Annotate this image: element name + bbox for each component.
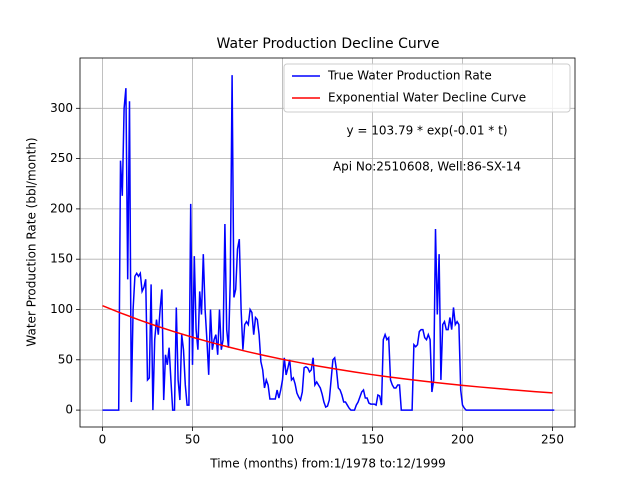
y-tick-label: 300 xyxy=(50,101,73,115)
y-tick-label: 200 xyxy=(50,201,73,215)
legend-label: Exponential Water Decline Curve xyxy=(328,91,526,105)
x-tick-label: 50 xyxy=(185,433,200,447)
x-tick-label: 150 xyxy=(361,433,384,447)
annotation: y = 103.79 * exp(-0.01 * t) xyxy=(346,124,507,138)
annotation: Api No:2510608, Well:86-SX-14 xyxy=(333,160,521,174)
y-tick-label: 150 xyxy=(50,252,73,266)
x-tick-label: 250 xyxy=(541,433,564,447)
y-tick-label: 50 xyxy=(58,352,73,366)
data-line xyxy=(102,304,553,394)
x-tick-label: 0 xyxy=(99,433,107,447)
y-axis-label: Water Production Rate (bbl/month) xyxy=(25,137,39,346)
x-tick-label: 200 xyxy=(451,433,474,447)
y-tick-label: 100 xyxy=(50,302,73,316)
y-tick-label: 250 xyxy=(50,151,73,165)
plot-frame xyxy=(79,57,576,428)
x-axis-label: Time (months) from:1/1978 to:12/1999 xyxy=(209,457,446,471)
chart-title: Water Production Decline Curve xyxy=(217,36,440,52)
legend-box xyxy=(283,63,571,113)
data-line xyxy=(102,75,555,411)
legend-label: True Water Production Rate xyxy=(327,69,492,83)
y-tick-label: 0 xyxy=(65,403,73,417)
x-tick-label: 100 xyxy=(271,433,294,447)
